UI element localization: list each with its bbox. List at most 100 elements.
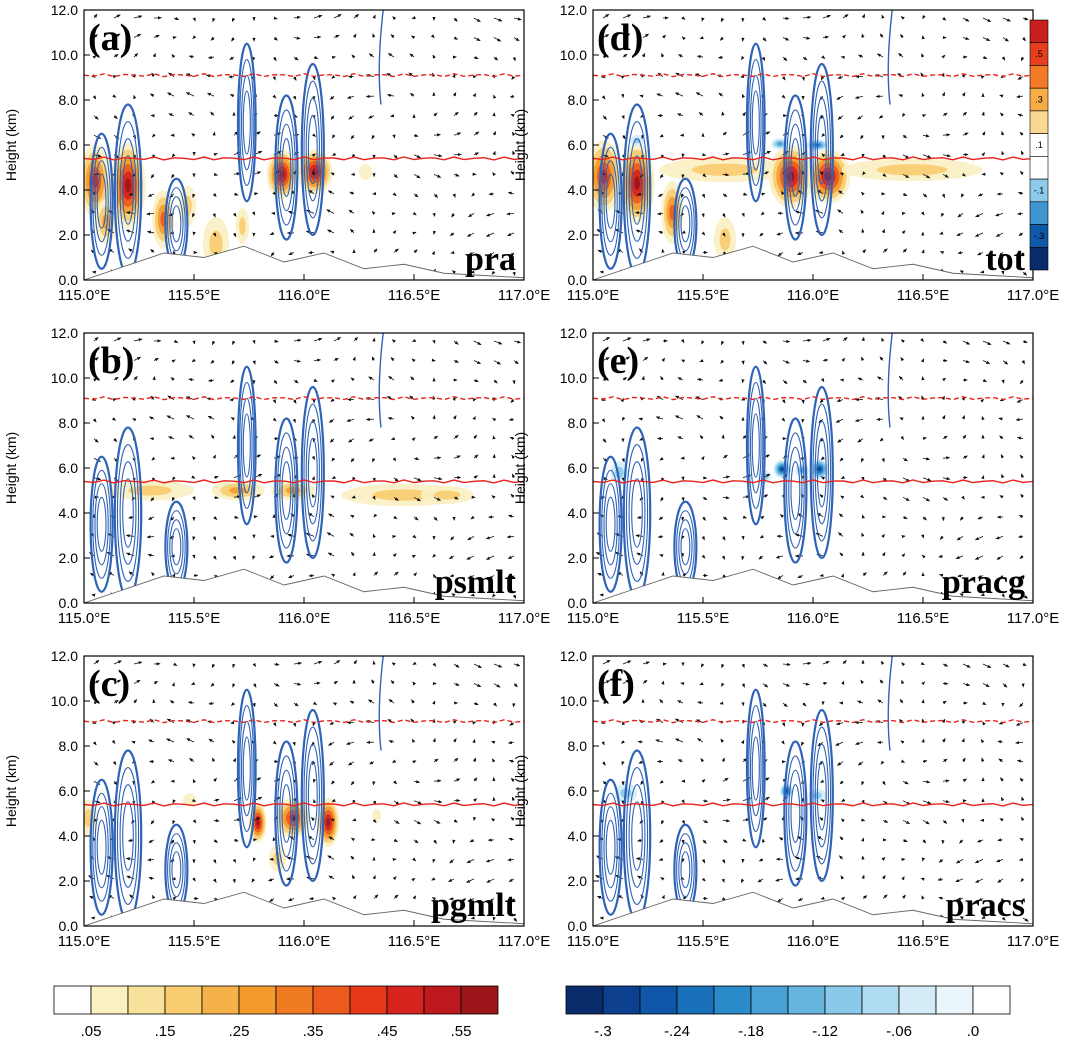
negative-shading <box>817 467 822 472</box>
wind-vector <box>453 434 459 439</box>
vertical-velocity-contour <box>239 58 255 187</box>
wind-vector <box>513 340 522 344</box>
wind-vector <box>492 453 496 459</box>
wind-vector <box>312 133 317 137</box>
vertical-velocity-contour <box>281 138 292 197</box>
wind-vector <box>292 95 297 100</box>
positive-shading <box>239 217 246 235</box>
wind-vector <box>330 495 335 499</box>
negative-shading <box>777 142 783 146</box>
wind-vector <box>287 897 295 901</box>
colorbar-label: .45 <box>377 1023 398 1040</box>
wind-vector <box>451 593 456 597</box>
positive-shading <box>326 818 331 827</box>
wind-vector <box>213 798 220 802</box>
y-axis-label: Height (km) <box>512 755 528 827</box>
x-tick-label: 117.0°E <box>1007 287 1059 304</box>
wind-vector <box>147 516 155 520</box>
negative-shading <box>780 467 784 471</box>
wind-vector <box>372 533 376 538</box>
wind-vector <box>512 594 517 599</box>
panel-name: pgmlt <box>431 887 517 924</box>
wind-vector <box>191 213 196 218</box>
wind-vector <box>187 701 195 705</box>
wind-vector <box>267 878 275 882</box>
wind-vector <box>493 379 498 384</box>
wind-vector <box>412 738 416 743</box>
wind-vector <box>512 56 516 62</box>
reference-line-solid <box>84 156 524 161</box>
colorbar-cell <box>1029 201 1049 225</box>
wind-vector <box>413 249 418 254</box>
wind-vector <box>272 836 276 842</box>
x-tick-label: 116.0°E <box>278 610 330 627</box>
wind-vector <box>173 16 180 21</box>
vertical-velocity-contour <box>240 397 253 494</box>
positive-shading <box>876 164 948 176</box>
wind-vector <box>313 337 323 342</box>
wind-vector <box>330 780 335 785</box>
wind-vector <box>368 115 375 119</box>
x-tick-label: 117.0°E <box>1007 610 1059 627</box>
wind-vector <box>721 111 725 116</box>
wind-vector <box>192 193 196 199</box>
y-tick-label: 0.0 <box>59 918 79 934</box>
wind-vector <box>273 360 279 364</box>
wind-vector <box>149 718 155 723</box>
wind-vector <box>350 855 355 860</box>
wind-vector <box>433 496 442 501</box>
wind-vector <box>192 536 196 541</box>
wind-vector <box>511 575 515 580</box>
wind-vector <box>473 111 478 116</box>
x-tick-label: 116.0°E <box>278 287 330 304</box>
colorbar-cell <box>312 985 351 1015</box>
positive-shading <box>372 489 434 501</box>
wind-vector <box>330 398 335 402</box>
wind-vector <box>485 213 495 217</box>
y-tick-label: 4.0 <box>59 182 79 198</box>
wind-vector <box>171 174 175 179</box>
wind-vector <box>172 799 176 804</box>
x-tick-label: 116.5°E <box>897 287 949 304</box>
colorbar-cell <box>1029 246 1049 271</box>
wind-vector <box>433 133 442 137</box>
wind-vector <box>432 212 436 218</box>
positive-shading <box>824 172 833 181</box>
wind-vector <box>433 477 443 481</box>
wind-vector <box>473 55 479 60</box>
wind-vector <box>841 680 845 685</box>
wind-vector <box>273 56 277 62</box>
wind-vector <box>293 359 302 363</box>
wind-vector <box>253 192 259 196</box>
wind-vector <box>921 554 926 559</box>
wind-vector <box>329 438 335 443</box>
wind-vector <box>352 33 357 38</box>
vertical-velocity-contour <box>277 109 296 226</box>
wind-vector <box>449 574 455 578</box>
wind-vector <box>252 683 257 688</box>
wind-vector <box>192 778 197 784</box>
wind-vector <box>93 680 100 684</box>
colorbar-label: .15 <box>155 1023 176 1040</box>
wind-vector <box>93 761 99 766</box>
wind-vector <box>510 114 515 118</box>
wind-vector <box>393 515 398 520</box>
wind-vector <box>511 75 516 80</box>
wind-vector <box>292 722 296 727</box>
y-axis-label: Height (km) <box>3 432 19 504</box>
wind-vector <box>331 475 336 479</box>
wind-vector <box>231 17 236 23</box>
wind-vector <box>433 193 439 199</box>
y-tick-label: 0.0 <box>568 272 588 288</box>
wind-vector <box>208 701 215 705</box>
wind-vector <box>331 798 336 802</box>
vertical-velocity-contour <box>242 413 251 478</box>
colorbar-cell <box>423 985 462 1015</box>
wind-vector <box>292 418 296 423</box>
colorbar-cell <box>565 985 604 1015</box>
wind-vector <box>212 192 217 198</box>
wind-vector <box>346 95 355 99</box>
vertical-velocity-contour <box>279 123 294 212</box>
panel-label: (f) <box>597 663 635 705</box>
wind-vector <box>171 573 176 578</box>
